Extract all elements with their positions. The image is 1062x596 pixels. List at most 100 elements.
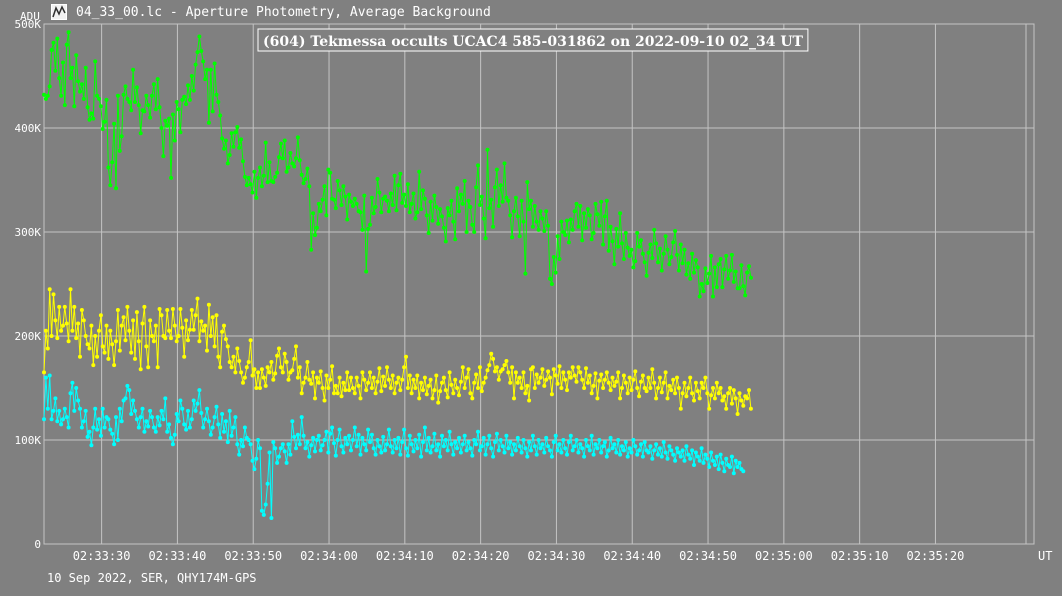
data-point: [263, 140, 268, 145]
data-point: [250, 373, 255, 378]
data-point: [673, 391, 678, 396]
data-point: [729, 454, 734, 459]
data-point: [716, 262, 721, 267]
data-point: [434, 205, 439, 209]
data-point: [669, 255, 674, 259]
data-point: [347, 192, 352, 197]
data-point: [614, 450, 619, 455]
data-point: [254, 195, 259, 200]
data-point: [557, 442, 562, 447]
data-point: [318, 369, 323, 374]
data-point: [134, 417, 139, 422]
data-point: [644, 389, 649, 394]
data-point: [447, 370, 452, 375]
data-point: [95, 427, 100, 432]
data-point: [316, 380, 321, 385]
data-point: [748, 406, 753, 411]
data-point: [701, 386, 706, 390]
data-point: [282, 351, 287, 356]
data-point: [602, 440, 607, 445]
data-point: [599, 199, 604, 204]
data-point: [366, 427, 371, 432]
data-point: [267, 450, 272, 455]
data-point: [587, 448, 592, 453]
data-point: [383, 448, 388, 453]
data-point: [93, 59, 98, 64]
data-point: [358, 396, 363, 401]
data-point: [483, 452, 488, 457]
data-point: [138, 415, 143, 420]
data-point: [657, 446, 662, 451]
data-point: [343, 435, 348, 440]
data-point: [349, 448, 353, 453]
data-point: [426, 435, 431, 440]
data-point: [584, 438, 588, 442]
data-point: [295, 135, 300, 140]
data-point: [229, 131, 234, 136]
data-point: [259, 508, 264, 513]
data-point: [608, 388, 613, 393]
data-point: [745, 396, 750, 401]
data-point: [697, 458, 702, 463]
data-point: [178, 398, 183, 403]
data-point: [476, 386, 480, 390]
data-point: [618, 211, 623, 216]
data-point: [350, 204, 355, 208]
data-point: [210, 315, 215, 320]
data-point: [407, 373, 412, 378]
data-point: [428, 199, 433, 204]
data-point: [551, 367, 556, 372]
data-point: [305, 360, 310, 364]
data-point: [273, 446, 278, 451]
data-point: [98, 313, 103, 318]
x-tick-label: 02:35:00: [755, 549, 813, 563]
data-point: [661, 440, 666, 445]
data-point: [256, 370, 261, 375]
data-point: [394, 208, 399, 213]
data-point: [131, 67, 136, 72]
data-point: [608, 435, 613, 440]
data-point: [525, 180, 530, 185]
data-point: [559, 219, 564, 224]
data-point: [726, 391, 731, 396]
data-point: [671, 377, 676, 382]
data-point: [163, 336, 168, 341]
data-point: [290, 368, 295, 373]
data-point: [261, 173, 266, 178]
data-point: [462, 179, 467, 183]
data-point: [182, 94, 187, 99]
data-point: [699, 282, 704, 286]
data-point: [223, 419, 228, 424]
data-point: [360, 370, 365, 375]
data-point: [294, 344, 298, 349]
data-point: [381, 434, 386, 439]
data-point: [167, 422, 172, 427]
data-point: [532, 444, 537, 449]
data-point: [208, 432, 213, 437]
data-point: [297, 158, 302, 163]
data-point: [70, 65, 75, 70]
data-point: [386, 427, 391, 432]
data-point: [400, 377, 405, 382]
data-point: [148, 408, 153, 413]
data-point: [55, 336, 60, 341]
data-point: [637, 448, 642, 453]
data-point: [280, 156, 285, 161]
data-point: [625, 245, 630, 250]
data-point: [364, 388, 369, 393]
data-point: [246, 438, 251, 442]
data-point: [601, 386, 606, 390]
data-point: [748, 275, 753, 280]
data-point: [201, 328, 206, 333]
data-point: [665, 456, 670, 461]
data-point: [398, 171, 403, 176]
data-point: [326, 386, 331, 390]
y-tick-label: 0: [34, 538, 41, 551]
data-point: [61, 417, 65, 422]
data-point: [485, 442, 490, 447]
chart-icon[interactable]: [51, 4, 67, 20]
data-point: [555, 234, 560, 239]
data-point: [606, 448, 611, 453]
data-point: [553, 433, 558, 438]
data-point: [589, 237, 594, 242]
